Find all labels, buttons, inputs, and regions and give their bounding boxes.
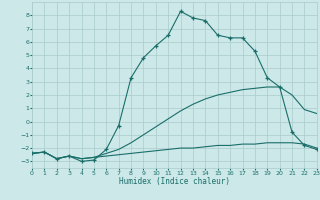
X-axis label: Humidex (Indice chaleur): Humidex (Indice chaleur) [119,177,230,186]
